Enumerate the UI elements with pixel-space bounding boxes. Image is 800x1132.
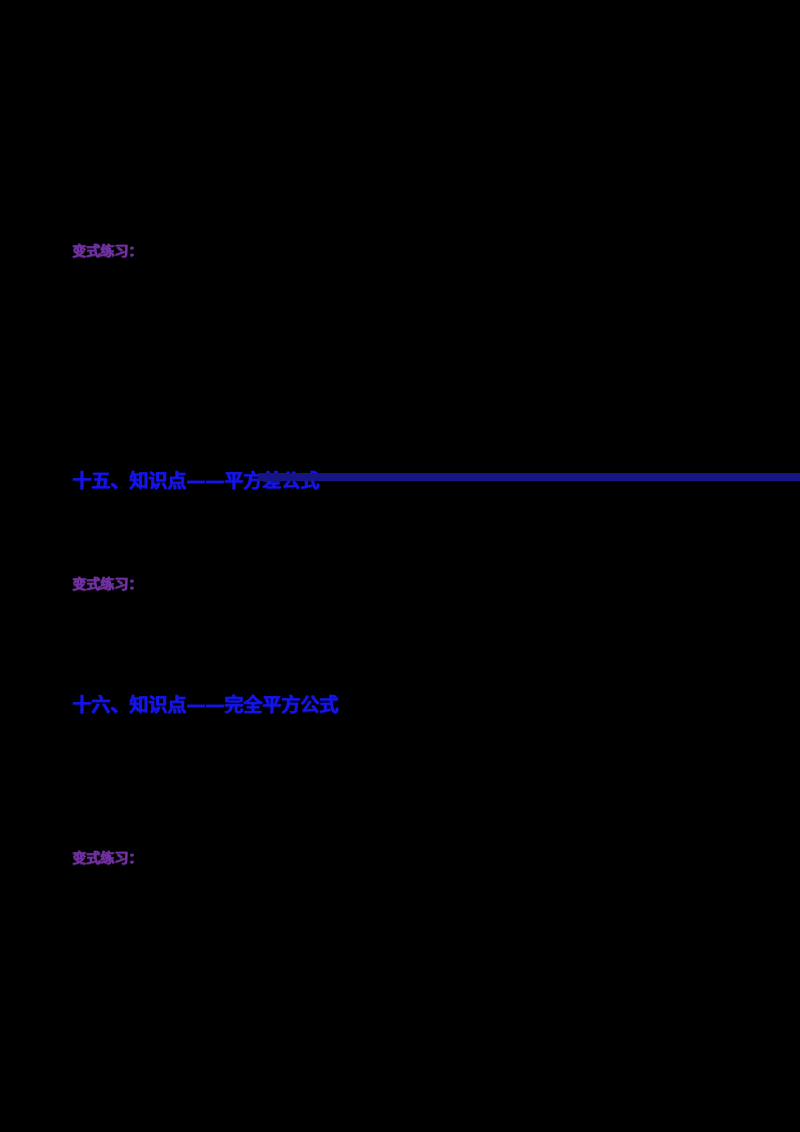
practice-label: 变式练习： (72, 851, 142, 867)
section-heading-16: 十六、知识点——完全平方公式 (72, 694, 339, 716)
practice-label: 变式练习： (72, 244, 142, 260)
heading-rule (258, 473, 800, 481)
section-heading-15: 十五、知识点——平方差公式 (72, 470, 320, 492)
practice-label: 变式练习： (72, 577, 142, 593)
